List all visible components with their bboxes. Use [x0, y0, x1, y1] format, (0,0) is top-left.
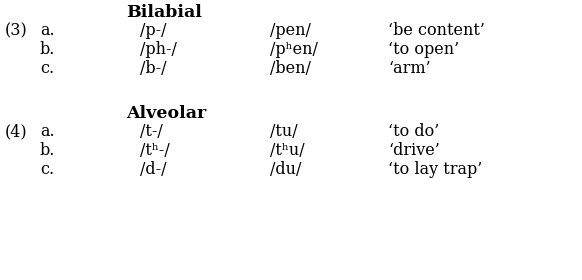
Text: Bilabial: Bilabial [126, 4, 202, 21]
Text: /tʰ-/: /tʰ-/ [140, 142, 170, 159]
Text: /ph-/: /ph-/ [140, 41, 177, 58]
Text: /p-/: /p-/ [140, 22, 166, 39]
Text: c.: c. [40, 60, 54, 77]
Text: /du/: /du/ [270, 161, 301, 178]
Text: /b-/: /b-/ [140, 60, 166, 77]
Text: /tu/: /tu/ [270, 123, 297, 140]
Text: ‘drive’: ‘drive’ [388, 142, 440, 159]
Text: ‘arm’: ‘arm’ [388, 60, 431, 77]
Text: ‘to do’: ‘to do’ [388, 123, 439, 140]
Text: (3): (3) [5, 22, 28, 39]
Text: ‘to open’: ‘to open’ [388, 41, 459, 58]
Text: /ben/: /ben/ [270, 60, 311, 77]
Text: Alveolar: Alveolar [126, 105, 206, 122]
Text: b.: b. [40, 142, 55, 159]
Text: /d-/: /d-/ [140, 161, 166, 178]
Text: (4): (4) [5, 123, 27, 140]
Text: ‘to lay trap’: ‘to lay trap’ [388, 161, 482, 178]
Text: /t-/: /t-/ [140, 123, 163, 140]
Text: ‘be content’: ‘be content’ [388, 22, 485, 39]
Text: a.: a. [40, 22, 55, 39]
Text: b.: b. [40, 41, 55, 58]
Text: c.: c. [40, 161, 54, 178]
Text: /pʰen/: /pʰen/ [270, 41, 318, 58]
Text: a.: a. [40, 123, 55, 140]
Text: /tʰu/: /tʰu/ [270, 142, 304, 159]
Text: /pen/: /pen/ [270, 22, 311, 39]
